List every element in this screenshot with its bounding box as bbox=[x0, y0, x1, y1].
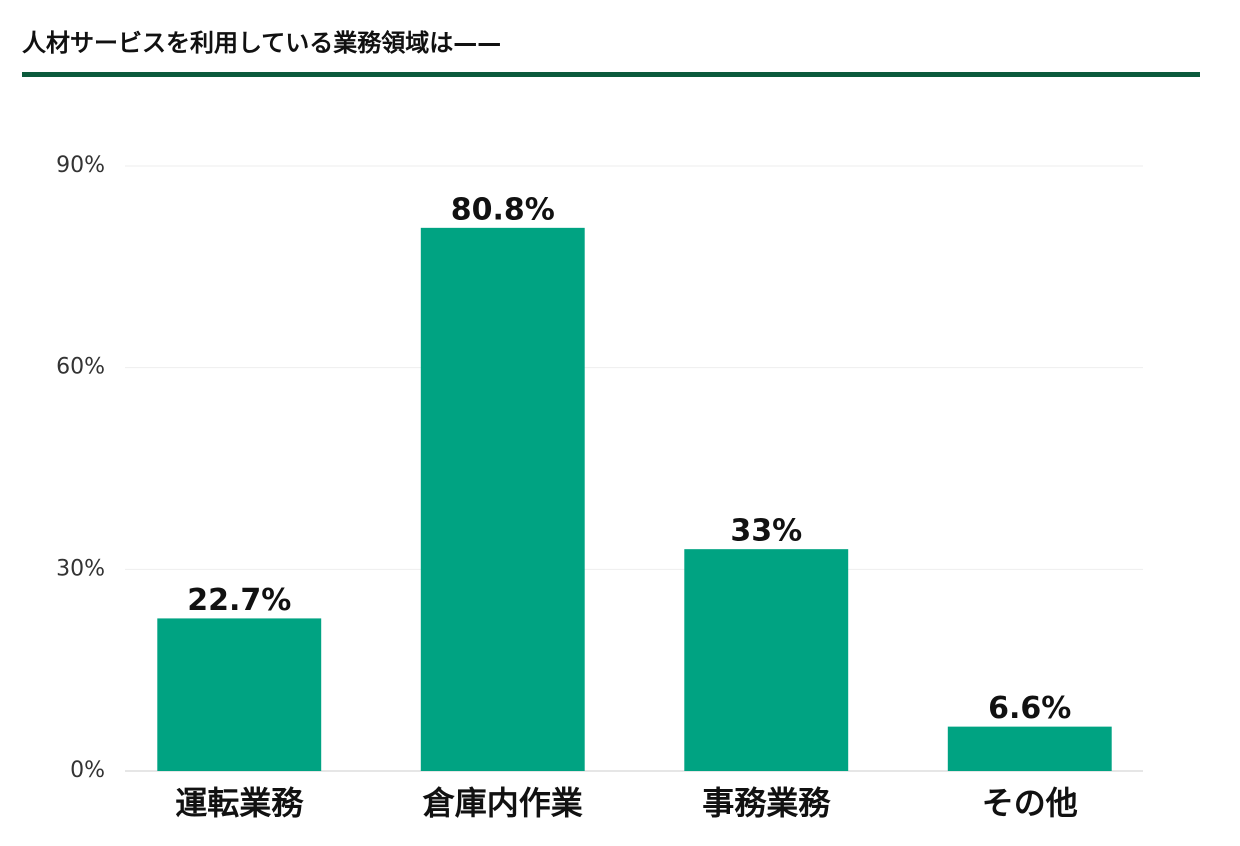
header-rule bbox=[22, 72, 1200, 77]
bar bbox=[947, 726, 1112, 771]
y-tick-label: 30% bbox=[56, 556, 105, 581]
y-tick-label: 0% bbox=[70, 758, 105, 783]
x-tick-label: その他 bbox=[982, 784, 1078, 822]
y-tick-label: 60% bbox=[56, 355, 105, 380]
x-tick-label: 倉庫内作業 bbox=[422, 784, 583, 822]
value-label: 6.6% bbox=[988, 691, 1071, 726]
value-label: 33% bbox=[730, 514, 802, 549]
value-label: 22.7% bbox=[187, 583, 291, 618]
bar bbox=[420, 227, 585, 771]
bar bbox=[684, 549, 849, 771]
chart-title: 人材サービスを利用している業務領域は—— bbox=[22, 29, 501, 57]
x-tick-label: 運転業務 bbox=[175, 784, 304, 822]
x-tick-label: 事務業務 bbox=[702, 784, 831, 822]
bar bbox=[157, 618, 322, 771]
y-tick-label: 90% bbox=[56, 153, 105, 178]
value-label: 80.8% bbox=[451, 192, 555, 227]
